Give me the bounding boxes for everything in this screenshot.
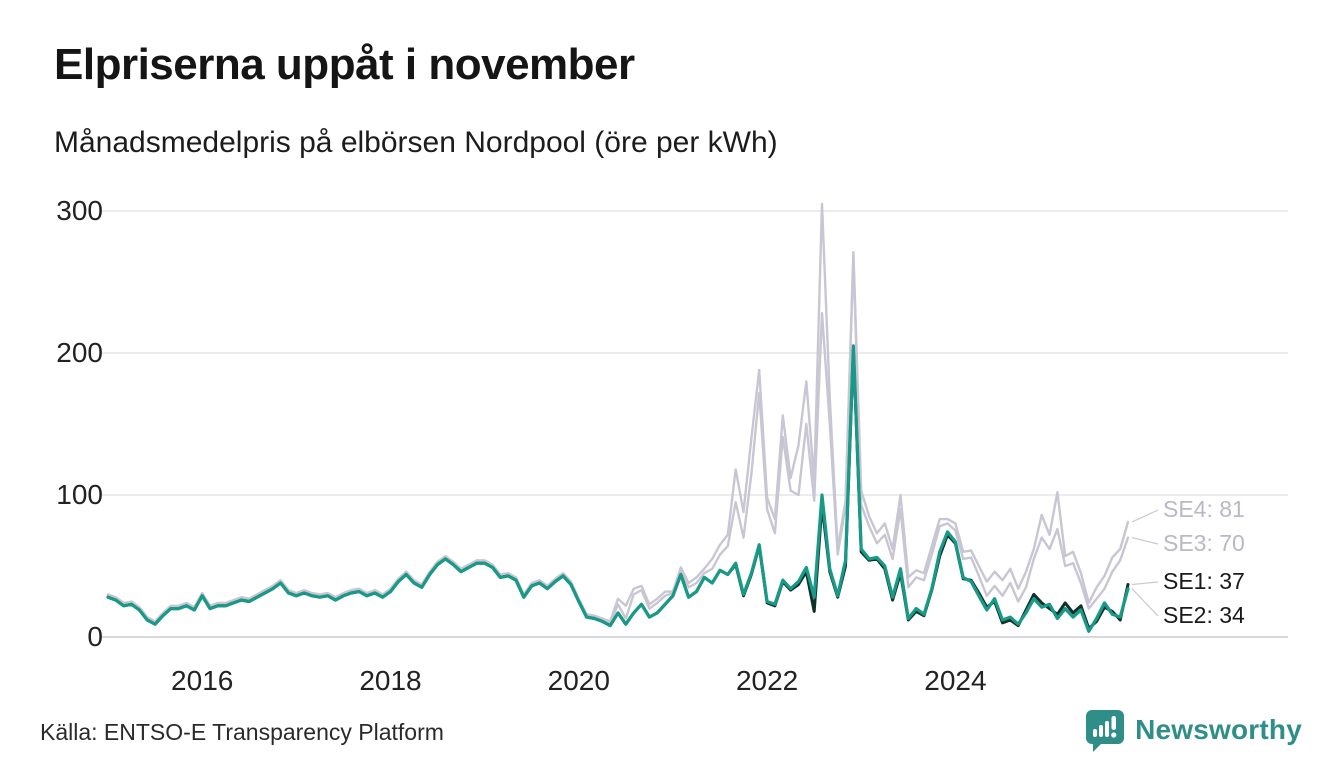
series-end-label-SE1: SE1: 37 (1163, 568, 1245, 594)
series-end-label-SE4: SE4: 81 (1163, 496, 1245, 522)
bar-medium (1099, 725, 1104, 737)
leader-line-SE3 (1131, 537, 1159, 545)
x-tick-label-2022: 2022 (736, 665, 798, 696)
x-tick-label-2020: 2020 (548, 665, 610, 696)
y-tick-label-200: 200 (56, 337, 103, 368)
bar-large (1105, 721, 1110, 737)
leader-line-SE1 (1131, 581, 1159, 586)
y-tick-label-100: 100 (56, 479, 103, 510)
series-end-label-SE2: SE2: 34 (1163, 602, 1245, 628)
newsworthy-logo-icon (1086, 710, 1125, 752)
chart-subtitle: Månadsmedelpris på elbörsen Nordpool (ör… (54, 126, 778, 159)
y-tick-label-300: 300 (56, 195, 103, 226)
newsworthy-logo: Newsworthy (1084, 708, 1302, 752)
source-note: Källa: ENTSO-E Transparency Platform (40, 719, 444, 745)
series-line-SE4 (106, 202, 1130, 623)
exclamation-dot (1111, 732, 1117, 738)
y-tick-label-0: 0 (87, 621, 103, 652)
series-end-label-SE3: SE3: 70 (1163, 530, 1245, 556)
series-line-SE2 (106, 344, 1130, 633)
bar-small (1093, 729, 1098, 737)
leader-line-SE2 (1131, 588, 1159, 617)
leader-line-SE4 (1131, 509, 1159, 523)
x-tick-label-2018: 2018 (359, 665, 421, 696)
x-tick-label-2016: 2016 (171, 665, 233, 696)
x-tick-label-2024: 2024 (924, 665, 986, 696)
exclamation-bar (1111, 716, 1117, 730)
brand-name: Newsworthy (1135, 714, 1302, 745)
series-line-SE3 (106, 255, 1130, 624)
chart-title: Elpriserna uppåt i november (54, 40, 635, 89)
